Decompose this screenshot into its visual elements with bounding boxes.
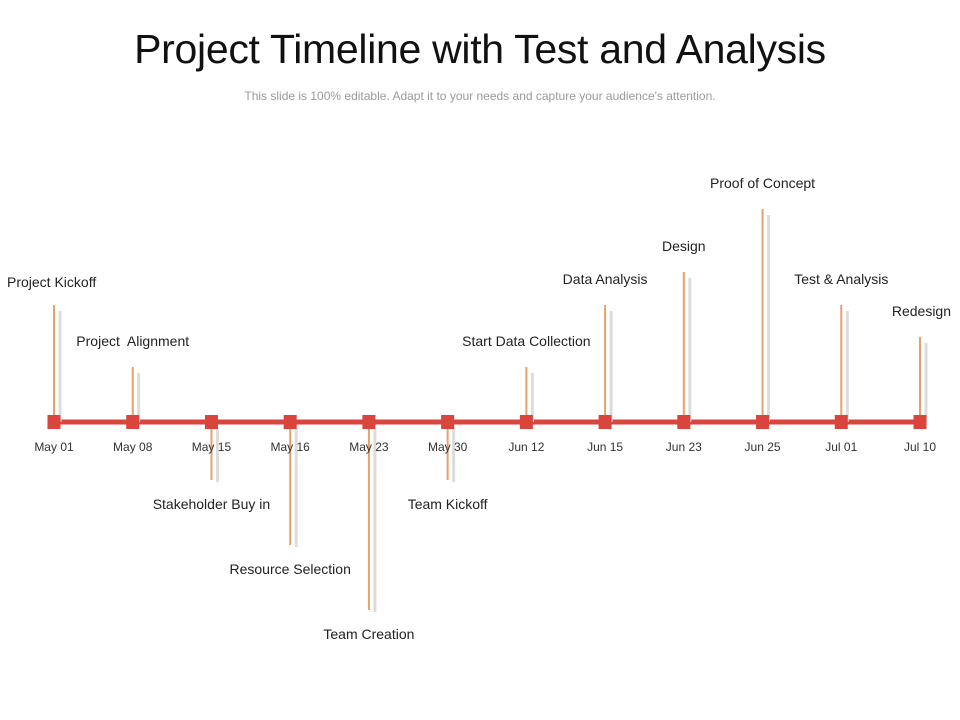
milestone-date: May 01	[34, 440, 74, 454]
slide-title: Project Timeline with Test and Analysis	[134, 26, 826, 72]
milestone-marker	[362, 415, 376, 429]
milestone-label: Redesign	[892, 303, 951, 319]
milestone-date: May 30	[428, 440, 468, 454]
milestone-marker	[834, 415, 848, 429]
milestone-label: Test & Analysis	[794, 271, 888, 287]
milestone-date: Jul 10	[904, 440, 936, 454]
milestone-marker	[126, 415, 140, 429]
milestone-date: Jul 01	[825, 440, 857, 454]
milestone-date: Jun 25	[745, 440, 781, 454]
milestone-label: Start Data Collection	[462, 333, 590, 349]
milestone-marker	[204, 415, 218, 429]
milestone-date: Jun 23	[666, 440, 702, 454]
milestone-label: Proof of Concept	[710, 175, 815, 191]
milestone-label: Resource Selection	[229, 561, 350, 577]
milestone-marker	[47, 415, 61, 429]
milestone-marker	[519, 415, 533, 429]
milestone-label: Team Kickoff	[408, 496, 488, 512]
milestone-marker	[283, 415, 297, 429]
milestone-date: May 08	[113, 440, 153, 454]
milestone-marker	[598, 415, 612, 429]
milestone-label: Project Kickoff	[7, 274, 96, 290]
milestone-label: Project Alignment	[76, 333, 189, 349]
milestone-marker	[756, 415, 770, 429]
milestone-marker	[913, 415, 927, 429]
milestone-marker	[677, 415, 691, 429]
milestone-date: May 15	[192, 440, 232, 454]
milestone-date: Jun 15	[587, 440, 623, 454]
milestone-date: Jun 12	[508, 440, 544, 454]
milestone-label: Team Creation	[323, 626, 414, 642]
slide-subtitle: This slide is 100% editable. Adapt it to…	[244, 89, 716, 103]
milestone-label: Data Analysis	[563, 271, 648, 287]
milestone-date: May 16	[271, 440, 311, 454]
milestone-label: Stakeholder Buy in	[153, 496, 271, 512]
milestone-marker	[441, 415, 455, 429]
milestone-label: Design	[662, 238, 706, 254]
milestone-date: May 23	[349, 440, 389, 454]
